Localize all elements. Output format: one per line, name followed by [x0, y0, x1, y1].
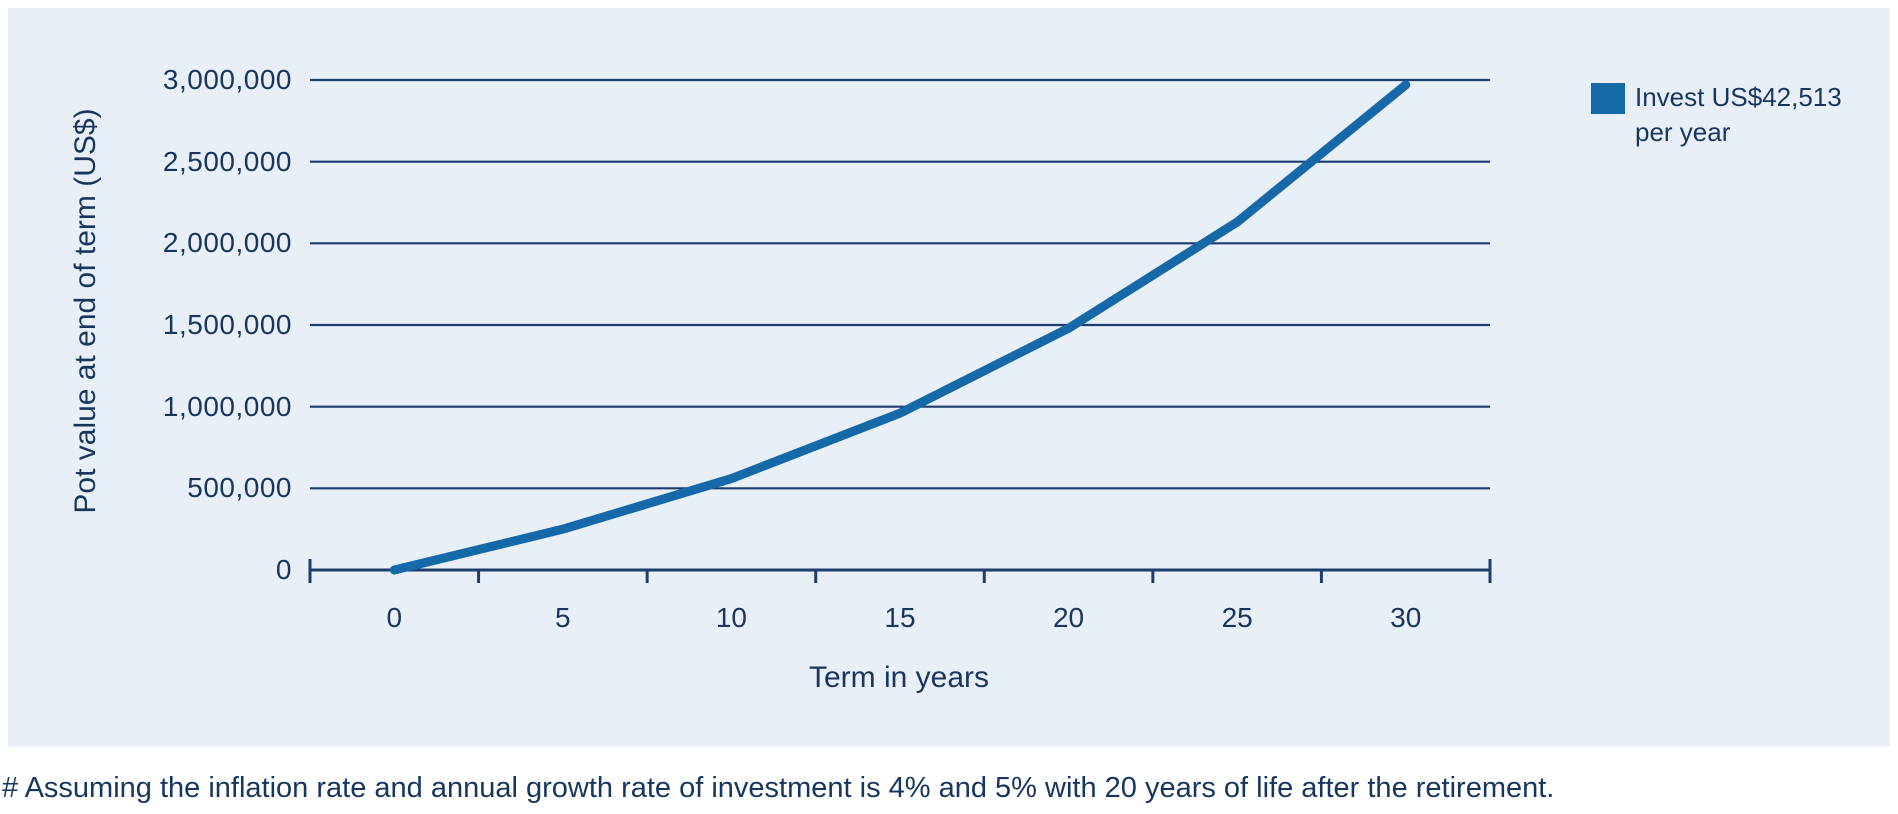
footnote: # Assuming the inflation rate and annual…	[2, 772, 1555, 804]
legend-swatch	[1591, 83, 1625, 114]
x-tick-label: 10	[715, 602, 747, 633]
x-tick-label: 25	[1221, 602, 1253, 633]
x-tick-label: 20	[1052, 602, 1085, 633]
legend-label: Invest US$42,513 per year	[1635, 80, 1842, 150]
x-tick-label: 5	[555, 602, 571, 633]
y-tick-label: 3,000,000	[162, 64, 292, 95]
x-tick-label: 0	[386, 602, 403, 633]
x-tick-label: 30	[1390, 602, 1422, 633]
data-line	[389, 80, 1411, 575]
y-tick-label: 2,000,000	[162, 227, 292, 259]
legend-label-line1: Invest US$42,513	[1635, 82, 1842, 112]
x-axis-title: Term in years	[808, 661, 990, 694]
x-tick-label: 15	[884, 602, 916, 633]
y-tick-label: 500,000	[187, 472, 292, 504]
y-tick-label: 2,500,000	[162, 145, 292, 177]
y-tick-label: 0	[275, 554, 292, 585]
y-tick-label: 1,500,000	[162, 309, 292, 340]
y-axis-title: Pot value at end of term (US$)	[69, 108, 102, 514]
y-tick-label: 1,000,000	[162, 390, 292, 422]
legend-label-line2: per year	[1635, 117, 1731, 147]
legend: Invest US$42,513 per year	[1591, 80, 1842, 150]
chart-panel	[8, 8, 1890, 747]
